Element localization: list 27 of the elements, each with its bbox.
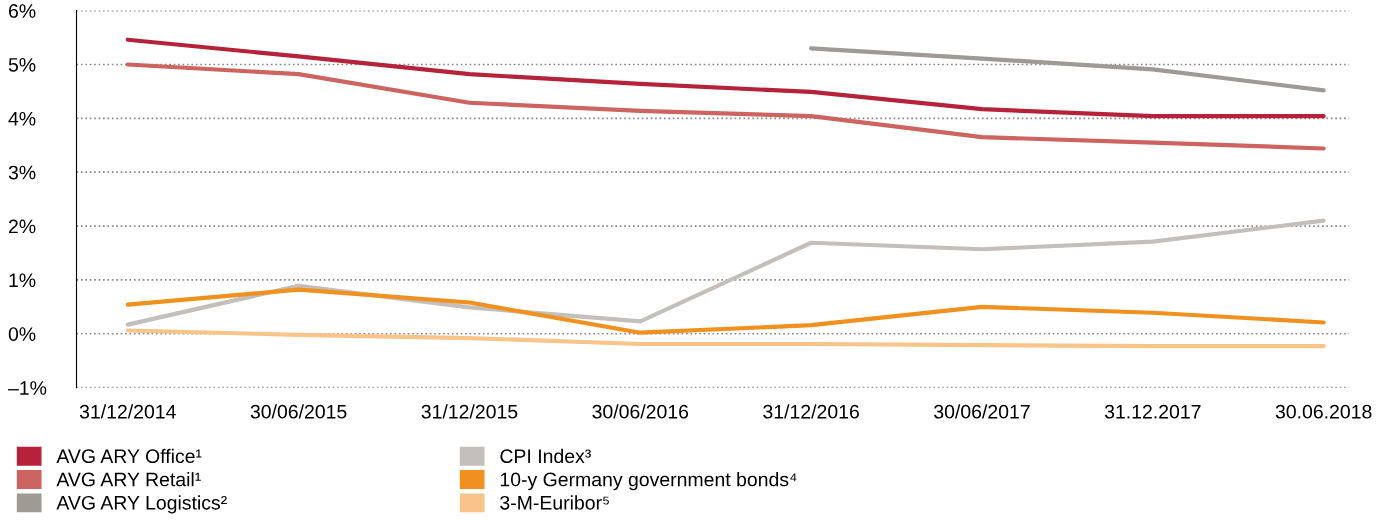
- x-tick-label: 30.06.2018: [1275, 404, 1372, 419]
- legend-label: AVG ARY Logistics²: [56, 495, 227, 514]
- x-tick-label: 30/06/2016: [592, 404, 689, 419]
- legend-label: 3-M-Euribor⁵: [500, 495, 609, 510]
- y-tick-label: 1%: [9, 273, 36, 288]
- x-tick-label: 31.12.2017: [1104, 404, 1201, 419]
- line-series: [125, 287, 1326, 335]
- x-tick-label: 30/06/2017: [934, 404, 1030, 419]
- x-tick-label: 31/12/2014: [79, 404, 176, 419]
- y-tick-label: 5%: [8, 58, 36, 72]
- line-series: [125, 37, 1326, 119]
- line-series: [125, 328, 1326, 349]
- y-tick-label: 4%: [8, 111, 36, 126]
- x-tick-label: 30/06/2015: [250, 404, 347, 419]
- legend-label: CPI Index³: [500, 448, 591, 464]
- legend-label: AVG ARY Office¹: [56, 448, 202, 464]
- line-series: [809, 46, 1326, 93]
- y-tick-label: 3%: [8, 165, 36, 180]
- x-tick-label: 31/12/2015: [421, 404, 518, 419]
- y-tick-label: 6%: [8, 4, 36, 18]
- y-tick-label: –1%: [8, 381, 47, 395]
- x-tick-label: 31/12/2016: [763, 404, 859, 419]
- line-series: [125, 62, 1326, 151]
- legend-label: AVG ARY Retail¹: [56, 472, 201, 487]
- legend-label: 10-y Germany government bonds⁴: [500, 472, 797, 491]
- y-tick-label: 2%: [8, 219, 36, 234]
- y-tick-label: 0%: [8, 327, 36, 342]
